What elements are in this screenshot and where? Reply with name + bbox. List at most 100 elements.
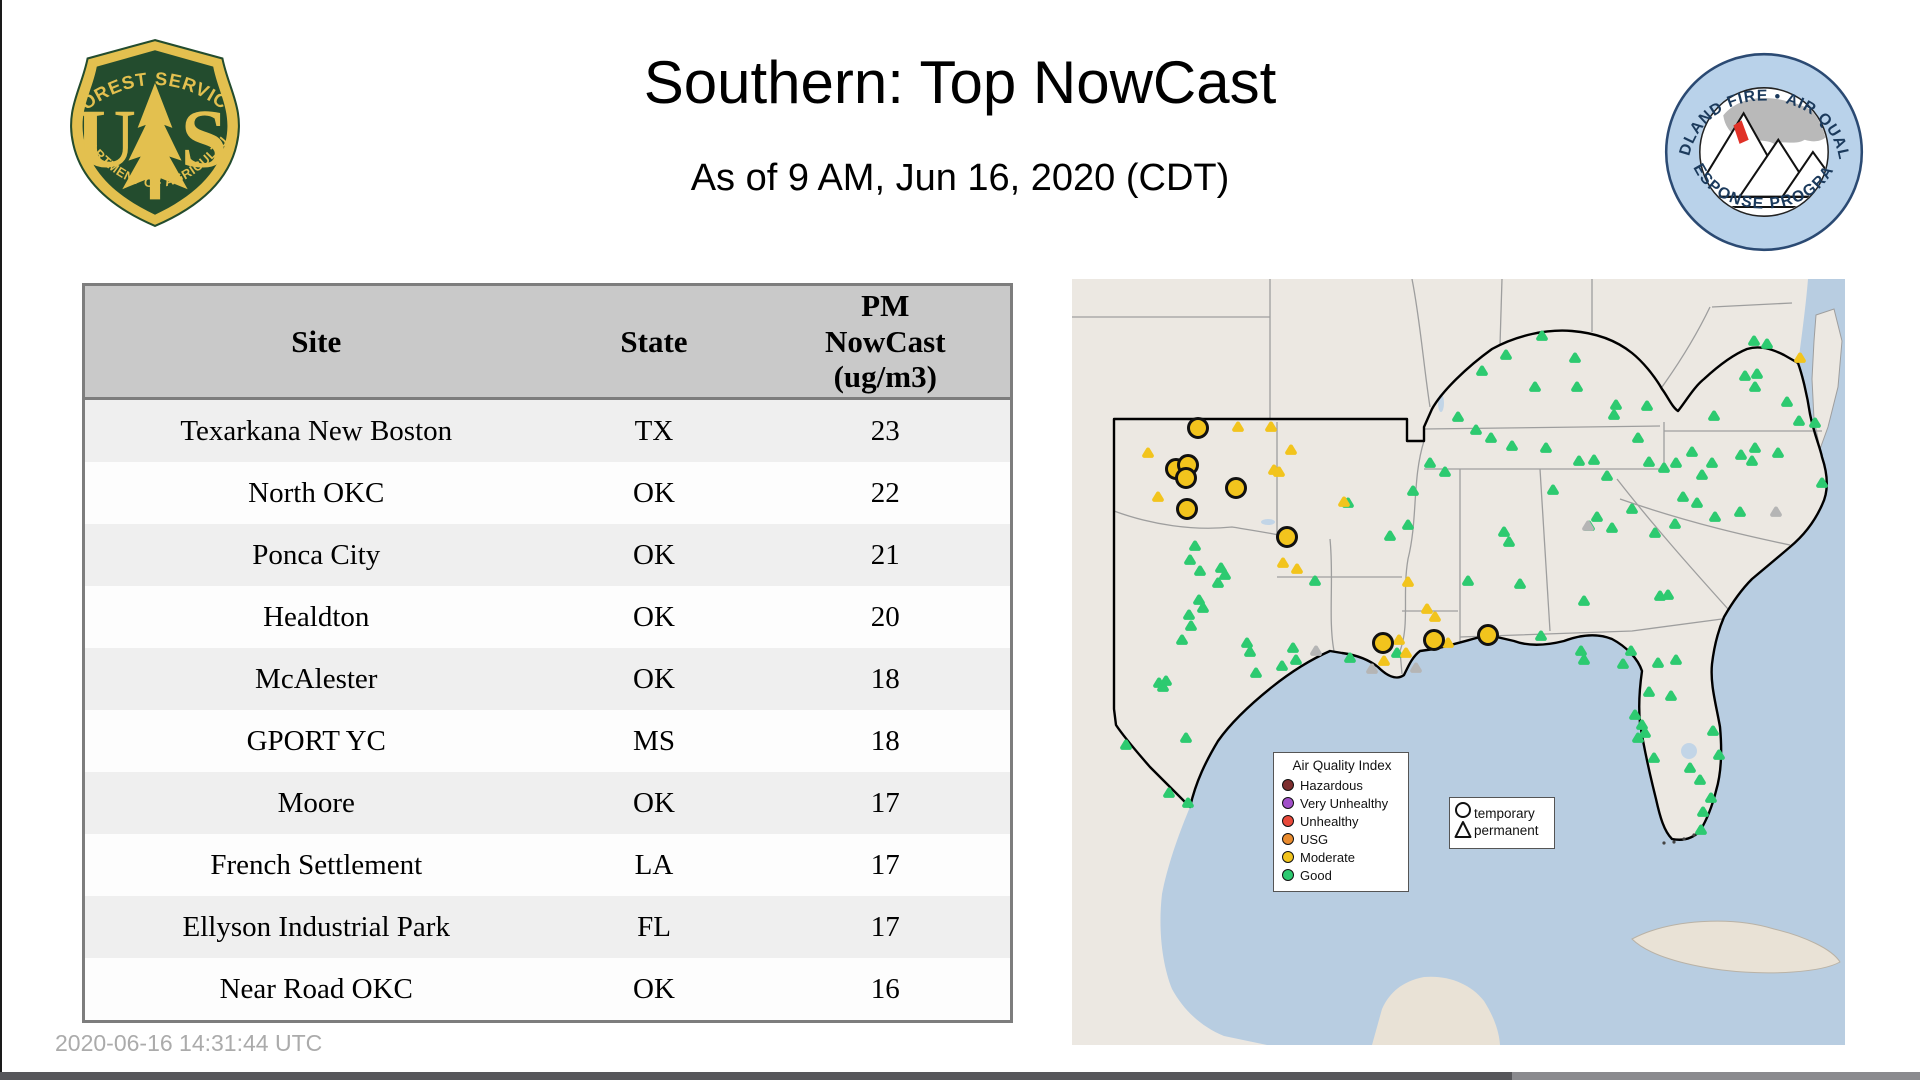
monitor-good [1250, 667, 1262, 678]
temporary-label: temporary [1474, 806, 1535, 822]
nowcast-table: Site State PM NowCast (ug/m3) Texarkana … [82, 283, 1013, 1023]
monitor-good [1183, 609, 1195, 620]
aqi-color-dot-icon [1282, 851, 1294, 863]
table-row: Texarkana New Boston TX 23 [83, 398, 1012, 462]
monitor-good [1536, 330, 1548, 341]
site-cell: Texarkana New Boston [180, 414, 453, 447]
monitor-good [1636, 719, 1648, 730]
aqi-legend-item: Unhealthy [1282, 813, 1402, 829]
monitor-good [1588, 454, 1600, 465]
monitor-good [1749, 381, 1761, 392]
state-borders [1072, 279, 1822, 675]
table-row: Ellyson Industrial Park FL 17 [83, 896, 1012, 958]
monitor-good [1816, 477, 1828, 488]
column-header-pm-nowcast: PM NowCast (ug/m3) [760, 284, 1012, 400]
value-cell: 18 [870, 662, 900, 695]
monitor-good [1713, 749, 1725, 760]
monitor-moderate [1794, 352, 1806, 363]
monitor-good [1176, 634, 1188, 645]
monitor-good [1809, 417, 1821, 428]
table-row: GPORT YC MS 18 [83, 710, 1012, 772]
table-row: Healdton OK 20 [83, 586, 1012, 648]
monitor-good [1540, 442, 1552, 453]
monitor-good [1669, 518, 1681, 529]
monitor-good [1197, 602, 1209, 613]
monitor-good [1696, 469, 1708, 480]
monitor-moderate [1291, 563, 1303, 574]
monitor-moderate [1142, 447, 1154, 458]
monitor-good [1654, 590, 1666, 601]
monitor-good [1287, 642, 1299, 653]
monitor-good [1569, 352, 1581, 363]
monitor-good [1591, 511, 1603, 522]
monitor-good [1781, 396, 1793, 407]
generation-timestamp: 2020-06-16 14:31:44 UTC [55, 1030, 323, 1056]
monitor-moderate [1338, 496, 1350, 507]
monitor-good [1626, 503, 1638, 514]
value-cell: 16 [870, 972, 900, 1005]
region-outline [1112, 329, 1829, 841]
site-cell: McAlester [255, 662, 378, 695]
monitor-good [1219, 569, 1231, 580]
monitor-moderate-top-site [1176, 498, 1198, 520]
table-body: Texarkana New Boston TX 23 North OKC OK 22 Pon… [83, 398, 1012, 1022]
monitor-moderate [1442, 637, 1454, 648]
aqi-legend-label: USG [1300, 831, 1329, 847]
monitor-good [1746, 455, 1758, 466]
aqi-legend-item: Good [1282, 867, 1402, 883]
aqi-legend-item: Very Unhealthy [1282, 795, 1402, 811]
monitor-good [1632, 732, 1644, 743]
monitor-moderate [1429, 611, 1441, 622]
monitor-good [1547, 484, 1559, 495]
svg-text:U: U [76, 93, 136, 186]
monitor-good [1643, 686, 1655, 697]
value-cell: 17 [870, 848, 900, 881]
aqi-color-dot-icon [1282, 797, 1294, 809]
aqi-legend-label: Hazardous [1300, 777, 1363, 793]
monitor-good [1625, 645, 1637, 656]
site-cell: Ellyson Industrial Park [182, 910, 450, 943]
aqi-legend-label: Good [1300, 867, 1332, 883]
monitor-moderate [1393, 634, 1405, 645]
wfaqrp-logo: WILDLAND FIRE • AIR QUALITY RESPONSE PRO… [1654, 31, 1866, 265]
monitor-good [1470, 424, 1482, 435]
monitor-no-data [1770, 506, 1782, 517]
state-cell: OK [633, 786, 675, 819]
table-row: Moore OK 17 [83, 772, 1012, 834]
monitor-good [1648, 752, 1660, 763]
monitor-good [1503, 536, 1515, 547]
site-cell: Ponca City [252, 538, 381, 571]
monitor-good [1402, 519, 1414, 530]
value-cell: 18 [870, 724, 900, 757]
state-cell: LA [634, 848, 674, 881]
state-cell: OK [633, 538, 675, 571]
value-cell: 17 [870, 910, 900, 943]
monitor-good [1439, 466, 1451, 477]
monitor-moderate-top-site [1225, 477, 1247, 499]
column-header-site: Site [83, 284, 548, 400]
monitor-good [1215, 562, 1227, 573]
monitor-good [1244, 646, 1256, 657]
monitor-good [1707, 725, 1719, 736]
monitor-good [1670, 654, 1682, 665]
monitor-good [1500, 349, 1512, 360]
monitor-good [1617, 658, 1629, 669]
monitor-good [1705, 792, 1717, 803]
monitor-good [1748, 335, 1760, 346]
monitor-good [1193, 594, 1205, 605]
monitor-moderate [1232, 421, 1244, 432]
monitor-good [1632, 432, 1644, 443]
aqi-color-dot-icon [1282, 815, 1294, 827]
monitor-good [1686, 446, 1698, 457]
aqi-color-dot-icon [1282, 869, 1294, 881]
monitor-good [1571, 381, 1583, 392]
cuba-land [1631, 920, 1841, 974]
monitor-good [1452, 411, 1464, 422]
monitor-good [1424, 457, 1436, 468]
monitor-moderate-top-site [1477, 624, 1499, 646]
monitor-moderate-top-site [1276, 526, 1298, 548]
aqi-legend-label: Unhealthy [1300, 813, 1359, 829]
yucatan-land [1372, 976, 1500, 1045]
aqi-color-dot-icon [1282, 779, 1294, 791]
